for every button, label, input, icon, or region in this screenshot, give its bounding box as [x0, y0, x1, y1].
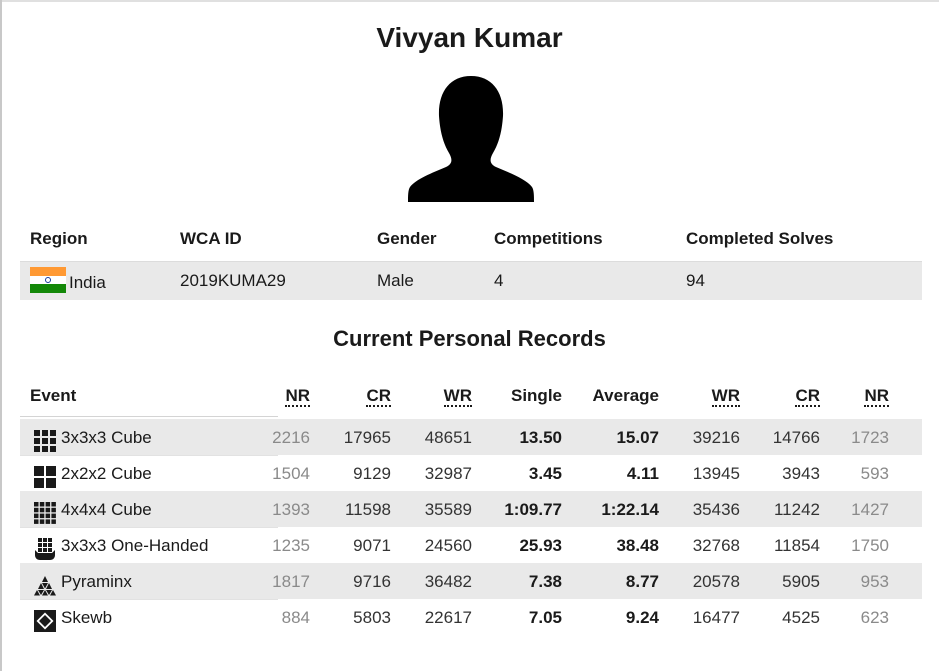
person-name: Vivyan Kumar: [376, 22, 563, 53]
cr-average-header[interactable]: CR: [795, 386, 820, 407]
average-result[interactable]: 8.77: [625, 572, 659, 591]
wr-average-rank: 39216: [692, 428, 740, 447]
wca-id-value: 2019KUMA29: [180, 271, 286, 290]
nr-single-rank: 2216: [272, 428, 310, 447]
cr-average-rank: 11854: [773, 536, 820, 555]
cr-single-rank: 9071: [353, 536, 391, 555]
region-header: Region: [30, 229, 88, 248]
wr-single-header[interactable]: WR: [443, 386, 472, 407]
wr-average-header[interactable]: WR: [711, 386, 740, 407]
nr-average-rank: 953: [860, 572, 889, 591]
gender-header: Gender: [377, 229, 437, 248]
cr-single-rank: 9129: [353, 464, 391, 483]
cube-4x4-icon: [34, 502, 56, 524]
cr-single-rank: 5803: [353, 608, 391, 627]
wr-single-rank: 35589: [424, 500, 472, 519]
page-left-border: [0, 0, 2, 671]
single-result[interactable]: 25.93: [519, 536, 562, 555]
competitions-value: 4: [494, 271, 504, 290]
nr-average-header[interactable]: NR: [864, 386, 889, 407]
completed-solves-header: Completed Solves: [686, 229, 834, 248]
average-result[interactable]: 38.48: [616, 536, 659, 555]
cr-single-rank: 17965: [343, 428, 391, 447]
event-link[interactable]: 3x3x3 Cube: [61, 428, 152, 447]
average-result[interactable]: 1:22.14: [601, 500, 659, 519]
header-divider: [20, 416, 278, 417]
wr-single-rank: 36482: [424, 572, 472, 591]
skewb-icon: [34, 610, 56, 632]
nr-average-rank: 1750: [851, 536, 889, 555]
average-header: Average: [592, 386, 659, 405]
single-result[interactable]: 3.45: [528, 464, 562, 483]
pyraminx-icon: [34, 576, 56, 596]
one-handed-icon: [35, 538, 55, 560]
cube-2x2-icon: [34, 466, 56, 488]
average-result[interactable]: 15.07: [616, 428, 659, 447]
nr-single-rank: 1393: [272, 500, 310, 519]
wr-average-rank: 35436: [692, 500, 740, 519]
nr-average-rank: 593: [860, 464, 889, 483]
row-divider: [20, 455, 278, 456]
event-header: Event: [30, 386, 77, 405]
row-background: [20, 563, 922, 599]
nr-single-rank: 884: [281, 608, 310, 627]
wca-id-header: WCA ID: [180, 229, 242, 248]
personal-records-title: Current Personal Records: [333, 326, 606, 351]
competitions-header: Competitions: [494, 229, 603, 248]
nr-single-header[interactable]: NR: [285, 386, 310, 407]
nr-average-rank: 1427: [851, 500, 889, 519]
row-background: [20, 419, 922, 455]
event-link[interactable]: 4x4x4 Cube: [61, 500, 152, 519]
average-result[interactable]: 9.24: [625, 608, 659, 627]
info-row: [20, 261, 922, 300]
single-result[interactable]: 13.50: [519, 428, 562, 447]
single-result[interactable]: 1:09.77: [504, 500, 562, 519]
cube-3x3-icon: [34, 430, 56, 452]
cr-single-rank: 9716: [353, 572, 391, 591]
row-background: [20, 491, 922, 527]
cr-average-rank: 14766: [772, 428, 820, 447]
nr-single-rank: 1504: [272, 464, 310, 483]
region-value[interactable]: India: [69, 273, 106, 292]
row-divider: [20, 527, 278, 528]
wr-average-rank: 13945: [692, 464, 740, 483]
wr-single-rank: 22617: [424, 608, 472, 627]
event-link[interactable]: 3x3x3 One-Handed: [61, 536, 209, 555]
wr-single-rank: 32987: [424, 464, 472, 483]
india-flag-icon: [30, 267, 66, 294]
cr-average-rank: 11242: [773, 500, 820, 519]
single-result[interactable]: 7.05: [528, 608, 562, 627]
single-header: Single: [510, 386, 562, 405]
event-link[interactable]: Pyraminx: [61, 572, 132, 591]
nr-single-rank: 1235: [272, 536, 310, 555]
wr-average-rank: 16477: [692, 608, 740, 627]
row-divider: [20, 599, 278, 600]
wr-single-rank: 48651: [424, 428, 472, 447]
event-link[interactable]: Skewb: [61, 608, 113, 627]
gender-value: Male: [377, 271, 414, 290]
wr-average-rank: 32768: [692, 536, 740, 555]
single-result[interactable]: 7.38: [528, 572, 562, 591]
completed-solves-value: 94: [686, 271, 705, 290]
nr-average-rank: 1723: [851, 428, 889, 447]
avatar: [408, 76, 534, 202]
wr-average-rank: 20578: [692, 572, 740, 591]
event-link[interactable]: 2x2x2 Cube: [61, 464, 152, 483]
cr-single-rank: 11598: [344, 500, 391, 519]
page-top-border: [0, 0, 939, 2]
cr-average-rank: 5905: [782, 572, 820, 591]
average-result[interactable]: 4.11: [626, 464, 659, 483]
cr-average-rank: 3943: [782, 464, 820, 483]
nr-single-rank: 1817: [272, 572, 310, 591]
cr-average-rank: 4525: [782, 608, 820, 627]
cr-single-header[interactable]: CR: [366, 386, 391, 407]
wr-single-rank: 24560: [424, 536, 472, 555]
nr-average-rank: 623: [860, 608, 889, 627]
